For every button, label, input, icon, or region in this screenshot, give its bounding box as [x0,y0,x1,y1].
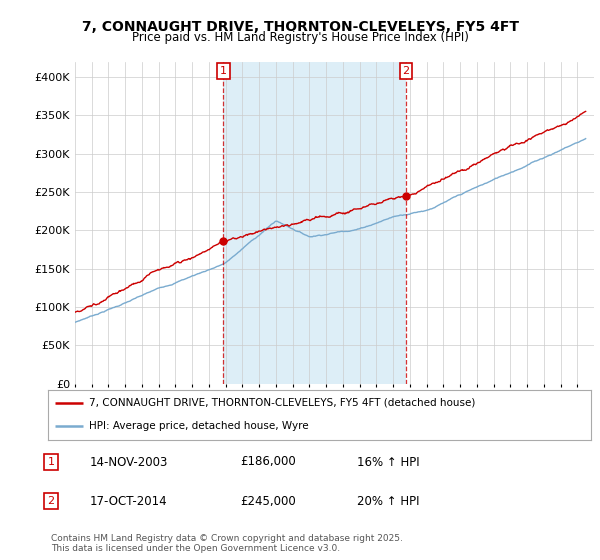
Text: 7, CONNAUGHT DRIVE, THORNTON-CLEVELEYS, FY5 4FT (detached house): 7, CONNAUGHT DRIVE, THORNTON-CLEVELEYS, … [89,398,475,408]
Text: 1: 1 [220,66,227,76]
Text: £245,000: £245,000 [240,494,296,508]
Text: £186,000: £186,000 [240,455,296,469]
Text: 2: 2 [403,66,410,76]
Text: 1: 1 [47,457,55,467]
Text: 20% ↑ HPI: 20% ↑ HPI [357,494,419,508]
Text: HPI: Average price, detached house, Wyre: HPI: Average price, detached house, Wyre [89,421,308,431]
Text: 16% ↑ HPI: 16% ↑ HPI [357,455,419,469]
Text: Contains HM Land Registry data © Crown copyright and database right 2025.
This d: Contains HM Land Registry data © Crown c… [51,534,403,553]
Text: 7, CONNAUGHT DRIVE, THORNTON-CLEVELEYS, FY5 4FT: 7, CONNAUGHT DRIVE, THORNTON-CLEVELEYS, … [82,20,518,34]
Text: 2: 2 [47,496,55,506]
Text: 14-NOV-2003: 14-NOV-2003 [90,455,169,469]
Text: 17-OCT-2014: 17-OCT-2014 [90,494,167,508]
Text: Price paid vs. HM Land Registry's House Price Index (HPI): Price paid vs. HM Land Registry's House … [131,31,469,44]
Bar [223,62,406,384]
